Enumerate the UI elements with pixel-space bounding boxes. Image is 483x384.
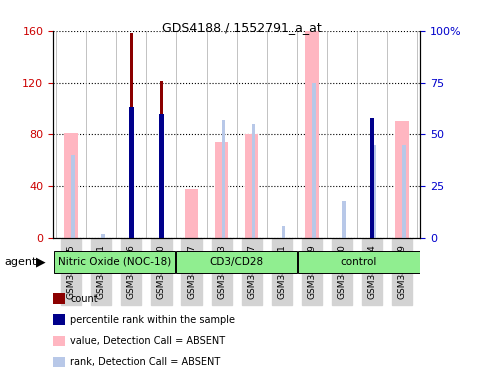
- Text: CD3/CD28: CD3/CD28: [210, 257, 264, 266]
- Text: ▶: ▶: [36, 255, 46, 268]
- Bar: [282, 226, 285, 238]
- Bar: [101, 234, 105, 238]
- FancyBboxPatch shape: [176, 251, 297, 273]
- Bar: [402, 145, 406, 238]
- Bar: [252, 124, 256, 238]
- Text: rank, Detection Call = ABSENT: rank, Detection Call = ABSENT: [70, 357, 220, 367]
- Bar: [396, 121, 409, 238]
- Bar: [215, 142, 228, 238]
- Text: Nitric Oxide (NOC-18): Nitric Oxide (NOC-18): [57, 257, 171, 266]
- Bar: [160, 81, 163, 238]
- Bar: [245, 134, 258, 238]
- Bar: [129, 33, 133, 238]
- Bar: [370, 141, 374, 238]
- Bar: [305, 31, 319, 238]
- Text: value, Detection Call = ABSENT: value, Detection Call = ABSENT: [70, 336, 225, 346]
- Bar: [64, 133, 78, 238]
- Text: count: count: [70, 294, 98, 304]
- Bar: [222, 120, 225, 238]
- Text: percentile rank within the sample: percentile rank within the sample: [70, 315, 235, 325]
- Text: agent: agent: [5, 257, 37, 267]
- Text: control: control: [341, 257, 377, 266]
- Bar: [312, 83, 315, 238]
- FancyBboxPatch shape: [298, 251, 420, 273]
- Bar: [159, 114, 164, 238]
- Bar: [71, 155, 75, 238]
- Bar: [129, 108, 133, 238]
- Bar: [370, 118, 374, 238]
- Bar: [185, 189, 199, 238]
- FancyBboxPatch shape: [54, 251, 175, 273]
- Text: GDS4188 / 1552791_a_at: GDS4188 / 1552791_a_at: [162, 21, 321, 34]
- Bar: [372, 145, 376, 238]
- Bar: [342, 201, 346, 238]
